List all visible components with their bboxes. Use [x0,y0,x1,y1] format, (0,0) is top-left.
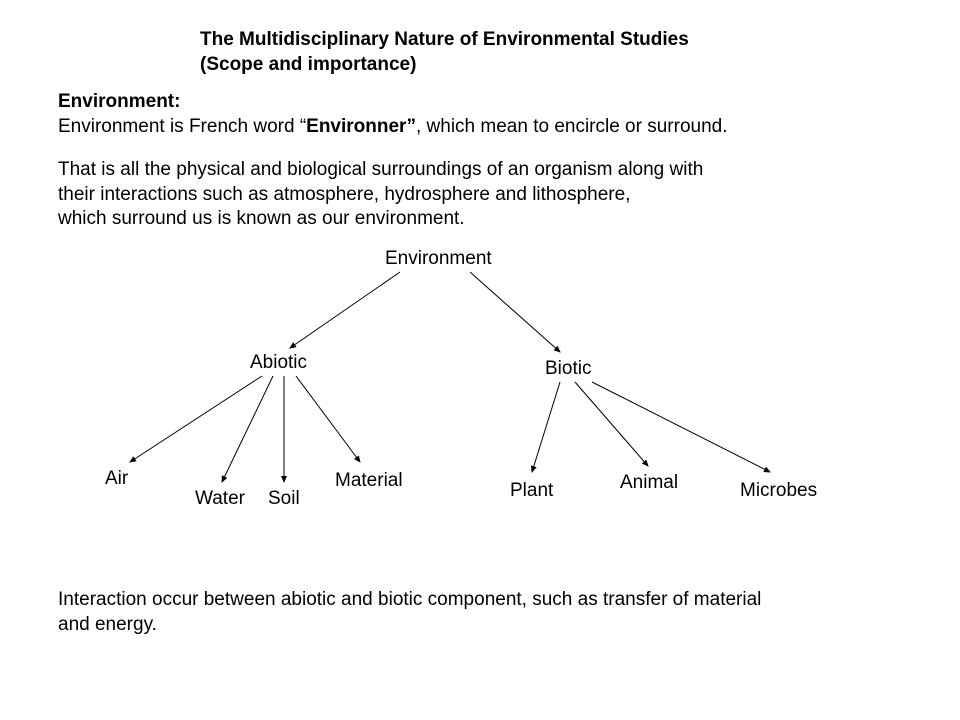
node-air: Air [105,468,128,490]
description-block: That is all the physical and biological … [58,158,703,232]
title-line-1: The Multidisciplinary Nature of Environm… [200,28,689,53]
def-post: , which mean to encircle or surround. [416,116,728,137]
node-water: Water [195,488,245,510]
page-title: The Multidisciplinary Nature of Environm… [200,28,689,77]
desc-line-3: which surround us is known as our enviro… [58,207,703,232]
definition-label: Environment: [58,90,728,115]
node-material: Material [335,470,403,492]
footer-block: Interaction occur between abiotic and bi… [58,588,761,637]
node-biotic: Biotic [545,358,591,380]
desc-line-1: That is all the physical and biological … [58,158,703,183]
definition-text: Environment is French word “Environner”,… [58,115,728,140]
node-microbes: Microbes [740,480,817,502]
footer-line-1: Interaction occur between abiotic and bi… [58,588,761,613]
node-plant: Plant [510,480,553,502]
def-bold: Environner” [306,116,416,137]
def-pre: Environment is French word “ [58,116,306,137]
node-animal: Animal [620,472,678,494]
footer-line-2: and energy. [58,613,761,638]
title-line-2: (Scope and importance) [200,53,689,78]
node-abiotic: Abiotic [250,352,307,374]
desc-line-2: their interactions such as atmosphere, h… [58,183,703,208]
node-soil: Soil [268,488,300,510]
definition-block: Environment: Environment is French word … [58,90,728,139]
node-environment: Environment [385,248,492,270]
